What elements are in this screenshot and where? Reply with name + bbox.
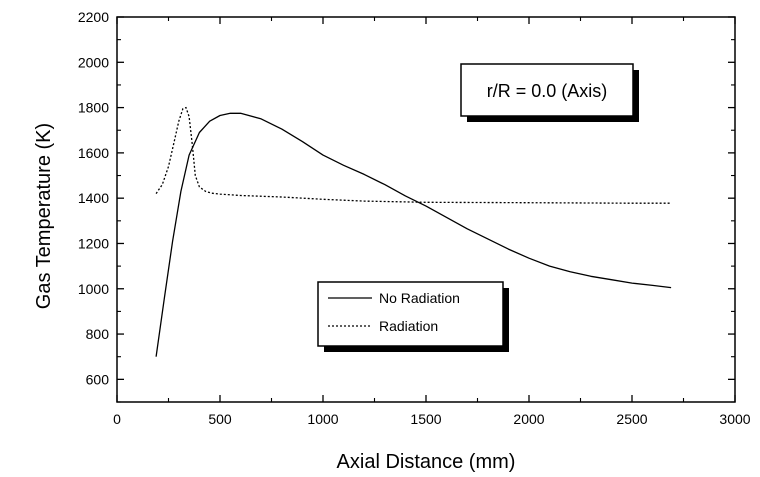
- series-line-radiation: [155, 106, 672, 204]
- legend-label-no-radiation: No Radiation: [379, 290, 460, 306]
- y-tick-label: 1800: [78, 100, 109, 116]
- annotation-box: r/R = 0.0 (Axis): [460, 63, 639, 122]
- y-tick-label: 600: [86, 371, 110, 387]
- y-tick-label: 1000: [78, 281, 109, 297]
- y-tick-label: 2000: [78, 54, 109, 70]
- series-layer: [155, 106, 672, 357]
- annotation-text: r/R = 0.0 (Axis): [487, 81, 608, 101]
- y-tick-label: 1400: [78, 190, 109, 206]
- annotation-frame: [460, 63, 634, 117]
- x-tick-label: 0: [113, 411, 121, 427]
- plot-frame: [116, 16, 736, 403]
- x-tick-label: 2000: [513, 411, 544, 427]
- x-tick-label: 3000: [719, 411, 750, 427]
- y-tick-label: 1200: [78, 235, 109, 251]
- series-line-no-radiation: [155, 112, 672, 357]
- x-tick-label: 1500: [410, 411, 441, 427]
- legend: No Radiation Radiation: [317, 281, 509, 352]
- x-tick-label: 500: [208, 411, 232, 427]
- x-tick-label: 2500: [616, 411, 647, 427]
- y-tick-label: 800: [86, 326, 110, 342]
- y-tick-label: 2200: [78, 9, 109, 25]
- tick-labels: 0 500 1000 1500 2000 2500 3000 600 800 1000 1200 14…: [78, 9, 751, 427]
- legend-label-radiation: Radiation: [379, 318, 438, 334]
- y-tick-label: 1600: [78, 145, 109, 161]
- y-axis-title: Gas Temperature (K): [33, 123, 55, 309]
- x-axis-title: Axial Distance (mm): [337, 451, 516, 473]
- x-tick-label: 1000: [307, 411, 338, 427]
- legend-frame: [317, 281, 504, 347]
